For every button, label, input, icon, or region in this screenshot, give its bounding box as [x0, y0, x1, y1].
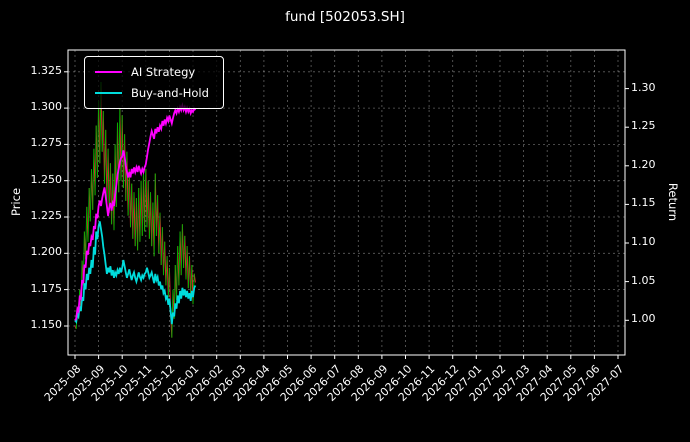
- legend-item-buy-and-hold: Buy-and-Hold: [95, 86, 209, 100]
- buy-and-hold-line: [74, 221, 197, 325]
- chart-title: fund [502053.SH]: [285, 9, 405, 25]
- legend-line-sample-magenta: [95, 71, 122, 73]
- legend-line-sample-cyan: [95, 92, 122, 94]
- plot-border: [67, 49, 626, 356]
- axis-ticks: [64, 71, 629, 359]
- ai-strategy-line: [74, 102, 197, 321]
- chart-figure: fund [502053.SH] Price Return 1.150 1.175…: [9, 9, 680, 404]
- legend-label-ai-strategy: AI Strategy: [131, 65, 196, 79]
- legend-item-ai-strategy: AI Strategy: [95, 65, 209, 79]
- legend[interactable]: AI Strategy Buy-and-Hold: [84, 56, 224, 109]
- plot-area: [64, 49, 629, 359]
- legend-label-buy-and-hold: Buy-and-Hold: [131, 86, 209, 100]
